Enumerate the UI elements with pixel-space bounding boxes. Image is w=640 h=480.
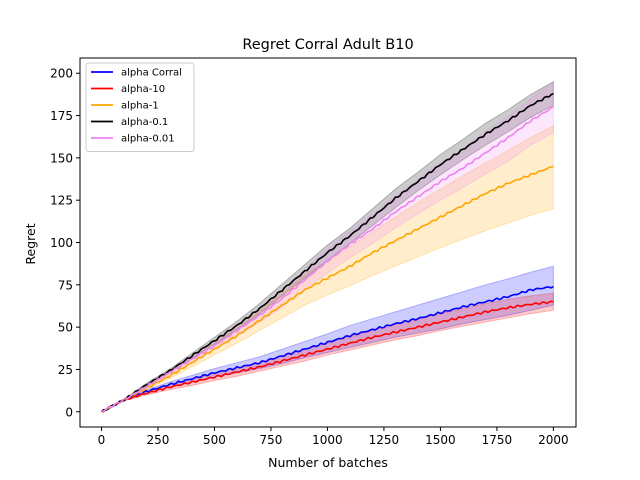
x-tick-label: 1750 [482, 433, 513, 447]
y-tick-label: 150 [50, 151, 73, 165]
legend-label-1: alpha-10 [121, 84, 165, 95]
chart-title: Regret Corral Adult B10 [242, 37, 413, 53]
legend-label-2: alpha-1 [121, 101, 159, 112]
y-tick-label: 100 [50, 236, 73, 250]
y-axis-ticks: 0 25 50 75 100 125 150 175 200 [50, 67, 80, 419]
series-band-2 [101, 124, 554, 413]
y-tick-label: 125 [50, 194, 73, 208]
x-tick-label: 750 [259, 433, 282, 447]
x-tick-label: 250 [147, 433, 170, 447]
x-tick-label: 2000 [538, 433, 569, 447]
series-line-4 [101, 106, 554, 413]
series-line-2 [101, 165, 554, 413]
y-tick-label: 200 [50, 67, 73, 81]
x-axis-label: Number of batches [268, 455, 388, 470]
y-tick-label: 50 [58, 321, 73, 335]
legend-box [85, 62, 195, 152]
y-tick-label: 75 [58, 278, 73, 292]
series-line-3 [100, 92, 554, 413]
x-tick-label: 1500 [425, 433, 456, 447]
x-tick-label: 1000 [312, 433, 343, 447]
x-axis-ticks: 0 250 500 750 1000 1250 1500 1750 2000 [98, 427, 569, 447]
legend-label-0: alpha Corral [121, 68, 182, 79]
y-tick-label: 175 [50, 109, 73, 123]
x-tick-label: 1250 [369, 433, 400, 447]
legend-label-4: alpha-0.01 [121, 134, 175, 145]
series-band-0 [101, 265, 554, 413]
y-tick-label: 25 [58, 363, 73, 377]
series-line-0 [101, 285, 554, 413]
x-tick-label: 500 [203, 433, 226, 447]
plot-area [79, 57, 577, 428]
legend: alpha Corral alpha-10 alpha-1 alpha-0.1 alph… [85, 62, 195, 152]
legend-label-3: alpha-0.1 [121, 117, 168, 128]
series-line-1 [101, 300, 554, 413]
y-tick-label: 0 [65, 405, 73, 419]
y-axis-label: Regret [23, 223, 38, 264]
x-tick-label: 0 [98, 433, 106, 447]
